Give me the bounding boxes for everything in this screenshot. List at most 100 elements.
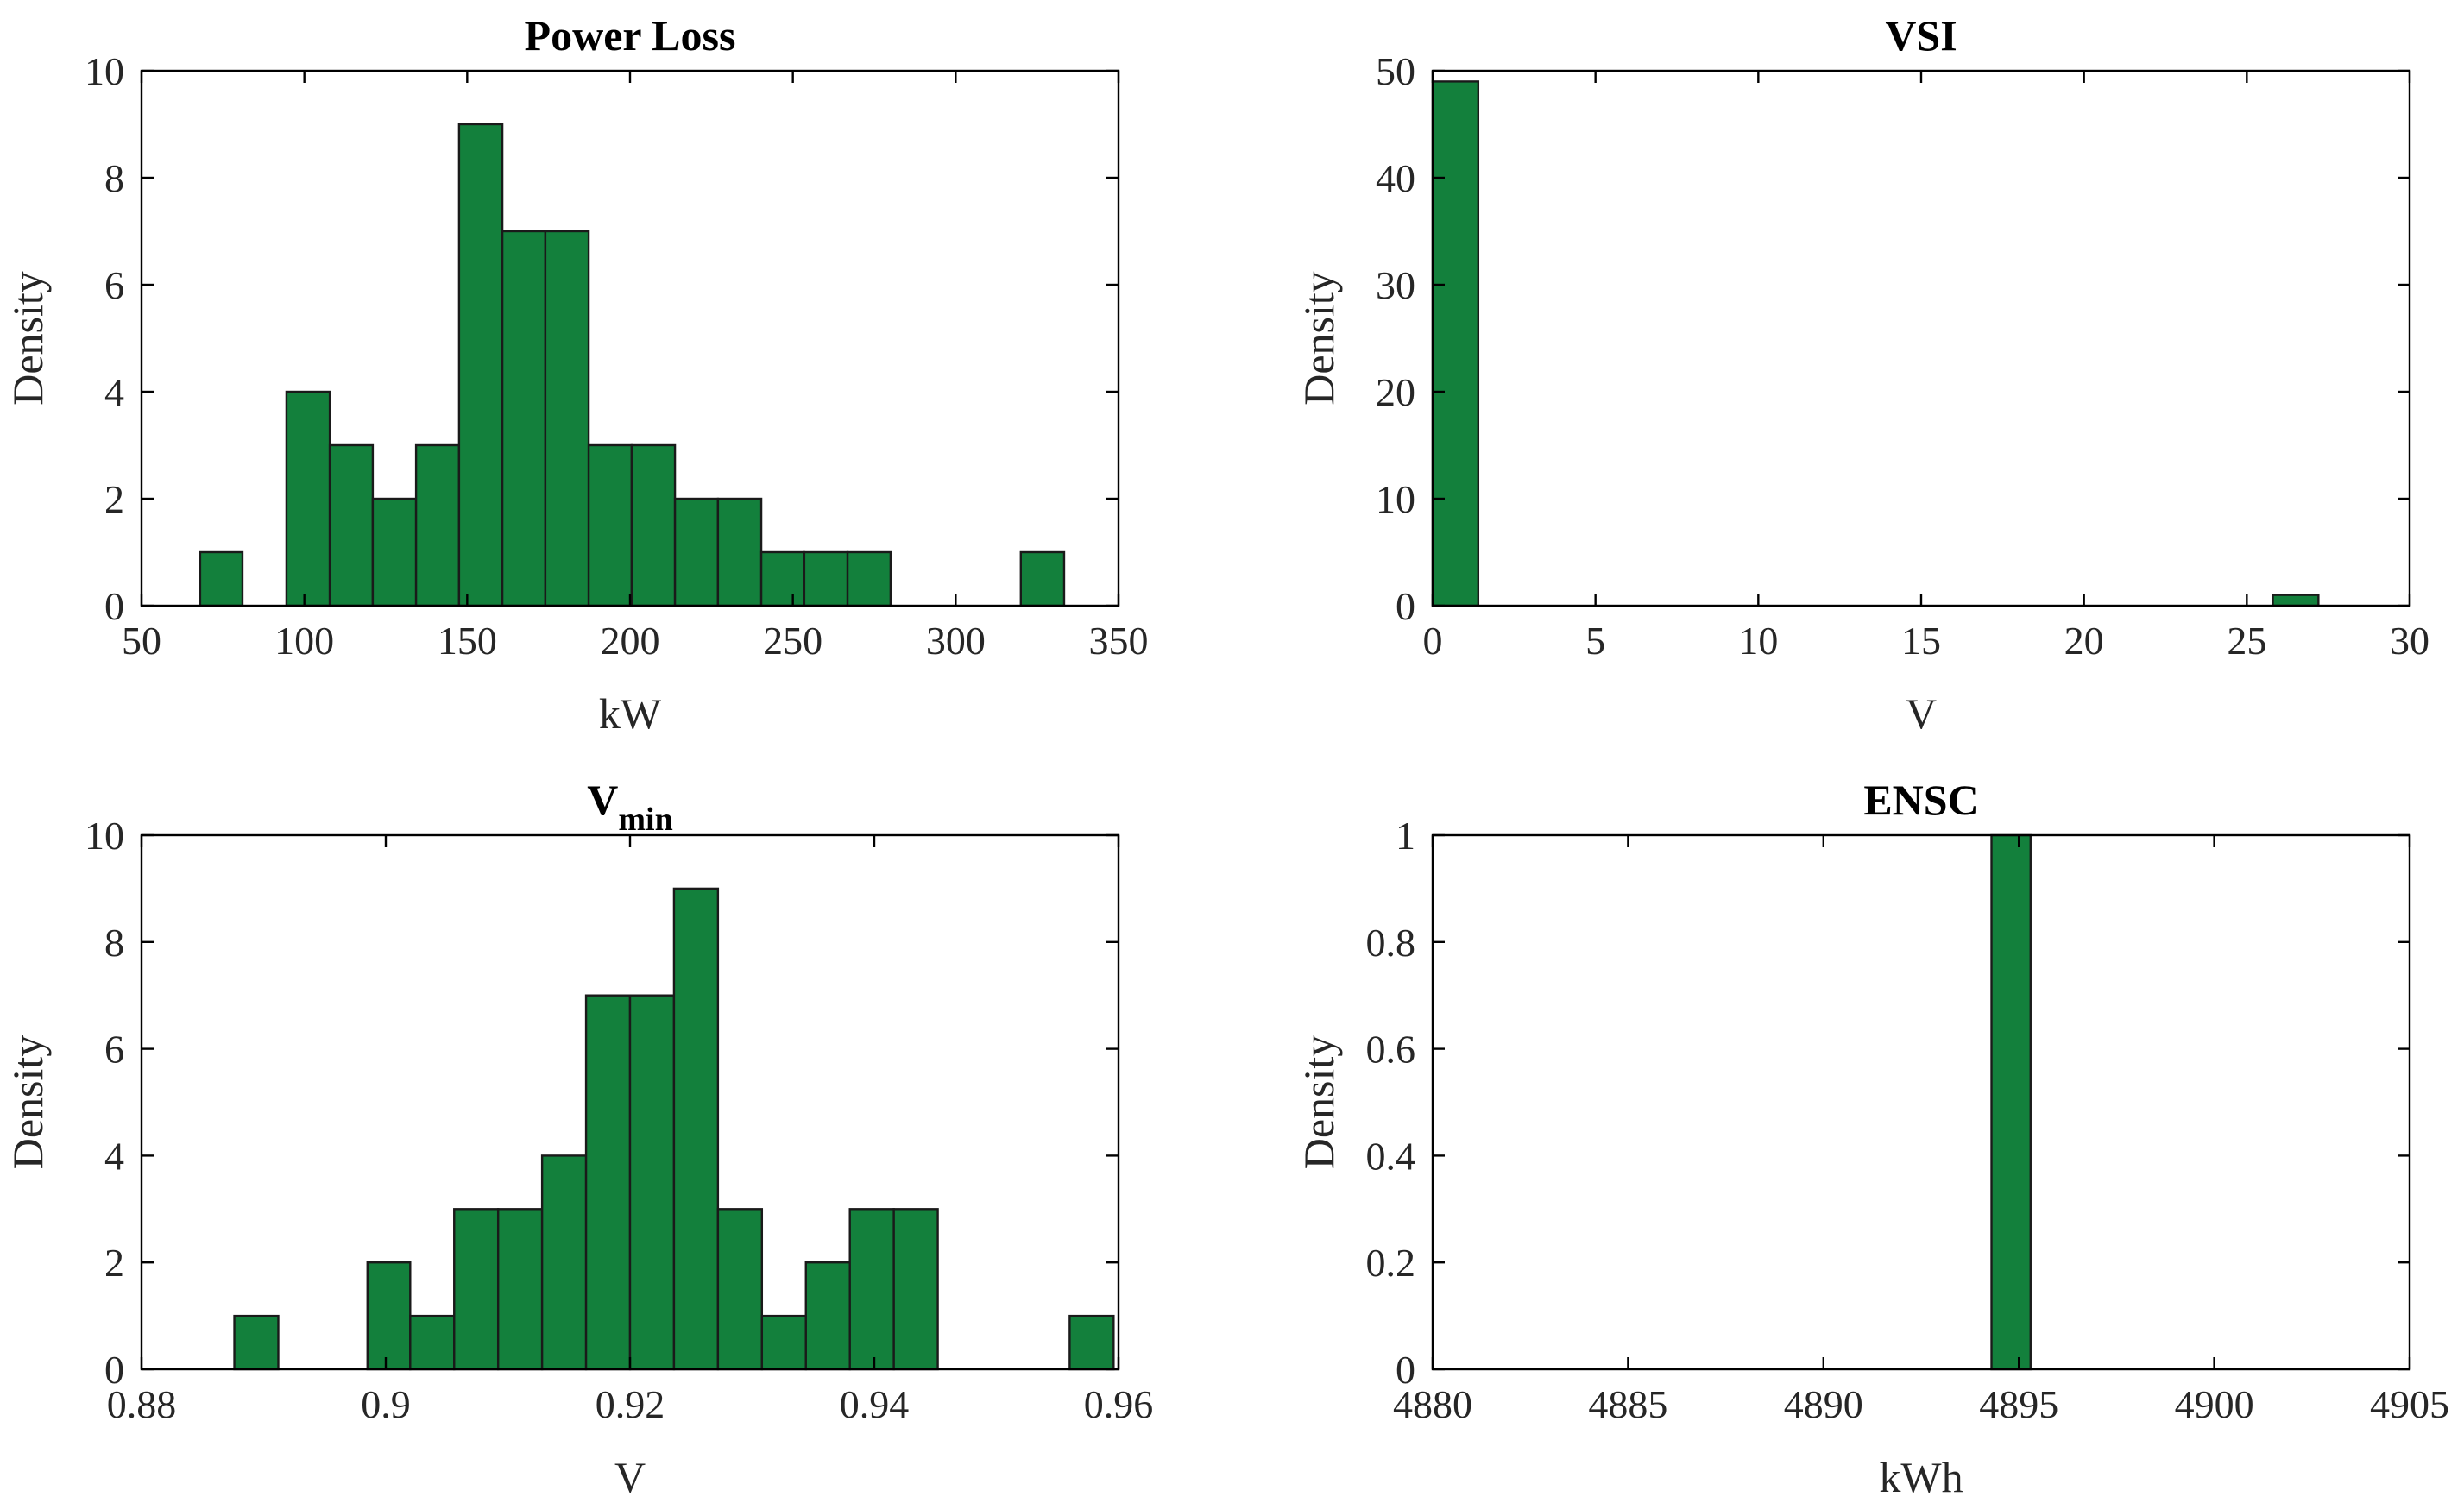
x-tick-label: 200 (601, 619, 660, 663)
y-tick-label: 0.8 (1366, 921, 1416, 965)
y-tick-label: 6 (104, 263, 124, 307)
x-tick-label: 100 (274, 619, 334, 663)
x-tick-label: 25 (2227, 619, 2266, 663)
histogram-bar (496, 1208, 544, 1371)
axes-box (1431, 69, 2411, 607)
histogram-bar (587, 443, 633, 607)
x-axis-label: V (1906, 689, 1937, 738)
x-tick-label: 4895 (1979, 1382, 2058, 1426)
histogram-bar (1431, 80, 1480, 607)
histogram-bar (414, 443, 461, 607)
y-tick-label: 0 (1396, 584, 1415, 628)
y-tick-label: 0.6 (1366, 1028, 1416, 1072)
y-tick-label: 2 (104, 1241, 124, 1285)
histogram-bar (1019, 550, 1066, 607)
x-tick-label: 350 (1089, 619, 1149, 663)
y-tick-label: 0 (1396, 1348, 1415, 1392)
y-tick-label: 10 (85, 49, 124, 93)
chart-panel-3: 0.88 0.9 0.92 0.94 0.96 0 2 4 6 8 10 V Density Vmin (3, 776, 1153, 1501)
histogram-bar (453, 1208, 500, 1371)
y-tick-label: 4 (104, 1134, 124, 1178)
histogram-bar (673, 497, 720, 607)
histogram-bar (2272, 594, 2320, 607)
histogram-bar (716, 497, 763, 607)
y-tick-label: 2 (104, 477, 124, 521)
histogram-bar (540, 1154, 588, 1371)
histogram-bar (1990, 833, 2032, 1371)
histogram-bar (328, 443, 375, 607)
histogram-bar (457, 123, 504, 607)
y-axis-label: Density (1295, 271, 1343, 406)
x-tick-label: 50 (122, 619, 161, 663)
histogram-bar (199, 550, 244, 607)
x-tick-label: 4890 (1784, 1382, 1863, 1426)
x-tick-label: 150 (438, 619, 497, 663)
histogram-bar (803, 550, 849, 607)
histogram-bar (804, 1261, 851, 1371)
x-tick-label: 0 (1423, 619, 1443, 663)
histogram-bar (846, 550, 892, 607)
y-tick-label: 4 (104, 370, 124, 414)
chart-title: Power Loss (525, 11, 736, 60)
x-tick-label: 0.92 (596, 1382, 665, 1426)
histogram-bar (672, 887, 720, 1371)
x-tick-label: 4885 (1588, 1382, 1667, 1426)
x-tick-label: 30 (2390, 619, 2429, 663)
x-tick-label: 10 (1738, 619, 1778, 663)
histogram-bar (892, 1208, 939, 1371)
y-tick-label: 1 (1396, 814, 1415, 858)
chart-title: Vmin (587, 776, 672, 838)
y-tick-label: 0 (104, 584, 124, 628)
axes-box (1431, 833, 2411, 1371)
x-tick-label: 4905 (2370, 1382, 2449, 1426)
histogram-bar (285, 390, 331, 607)
histogram-bar (716, 1208, 764, 1371)
x-tick-label: 0.88 (107, 1382, 177, 1426)
x-tick-label: 250 (763, 619, 822, 663)
histogram-bar (409, 1314, 456, 1371)
y-tick-label: 10 (1376, 477, 1415, 521)
chart-panel-2: 0 5 10 15 20 25 30 0 10 20 30 40 50 V Density VSI (1295, 11, 2429, 738)
histogram-bar (544, 230, 590, 607)
x-axis-label: V (614, 1453, 646, 1501)
histogram-bar (584, 994, 632, 1371)
y-tick-label: 6 (104, 1028, 124, 1072)
y-axis-label: Density (3, 271, 52, 406)
y-tick-label: 40 (1376, 156, 1415, 200)
histogram-bar (501, 230, 547, 607)
chart-title-subscript: min (618, 802, 672, 838)
histogram-bar (760, 1314, 807, 1371)
y-axis-label: Density (3, 1035, 52, 1170)
histogram-bar (848, 1208, 895, 1371)
x-tick-label: 15 (1901, 619, 1941, 663)
histogram-bar (630, 443, 677, 607)
chart-title-main: V (587, 776, 618, 824)
y-tick-label: 30 (1376, 263, 1415, 307)
x-tick-label: 5 (1585, 619, 1605, 663)
y-axis-label: Density (1295, 1035, 1343, 1170)
x-tick-label: 0.96 (1084, 1382, 1154, 1426)
y-tick-label: 8 (104, 156, 124, 200)
histogram-bar (233, 1314, 280, 1371)
chart-panel-4: 4880 4885 4890 4895 4900 4905 0 0.2 0.4 0.6 0.8 1 kW… (1295, 776, 2449, 1501)
histogram-bar (371, 497, 418, 607)
histogram-bar (628, 994, 676, 1371)
histogram-bar (759, 550, 806, 607)
chart-title: ENSC (1863, 776, 1978, 824)
x-tick-label: 4880 (1393, 1382, 1472, 1426)
histogram-bar (366, 1261, 412, 1371)
y-tick-label: 0 (104, 1348, 124, 1392)
histogram-bar (1068, 1314, 1115, 1371)
chart-panel-1: 50 100 150 200 250 300 350 0 2 4 6 8 10 kW Density Powe… (3, 11, 1149, 738)
x-tick-label: 4900 (2175, 1382, 2254, 1426)
x-tick-label: 0.9 (361, 1382, 411, 1426)
chart-title: VSI (1885, 11, 1957, 60)
y-tick-label: 10 (85, 814, 124, 858)
x-axis-label: kW (599, 689, 662, 738)
y-tick-label: 50 (1376, 49, 1415, 93)
x-tick-label: 0.94 (840, 1382, 910, 1426)
y-tick-label: 8 (104, 921, 124, 965)
x-tick-label: 300 (926, 619, 986, 663)
y-tick-label: 0.4 (1366, 1134, 1416, 1178)
